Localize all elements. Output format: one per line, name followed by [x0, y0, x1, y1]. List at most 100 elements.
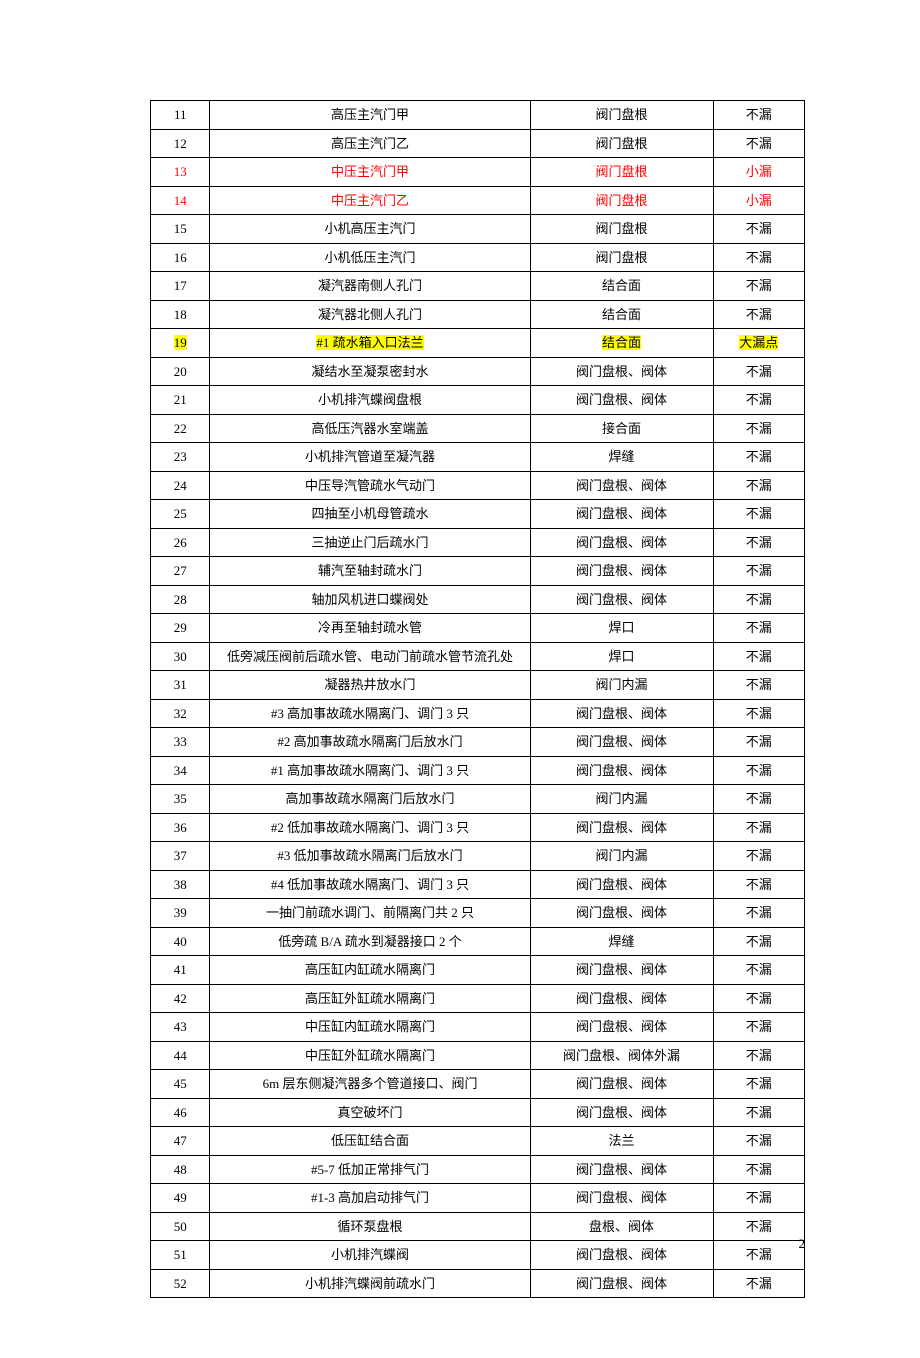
cell-part: 阀门盘根、阀体	[530, 899, 713, 928]
cell-number: 51	[151, 1241, 210, 1270]
table-row: 44中压缸外缸疏水隔离门阀门盘根、阀体外漏不漏	[151, 1041, 805, 1070]
cell-part: 阀门盘根、阀体	[530, 357, 713, 386]
table-row: 38#4 低加事故疏水隔离门、调门 3 只阀门盘根、阀体不漏	[151, 870, 805, 899]
cell-name: #1-3 高加启动排气门	[210, 1184, 530, 1213]
cell-name: 小机排汽蝶阀	[210, 1241, 530, 1270]
cell-number: 31	[151, 671, 210, 700]
cell-number: 41	[151, 956, 210, 985]
cell-status: 不漏	[713, 129, 805, 158]
cell-part: 阀门盘根、阀体	[530, 699, 713, 728]
cell-name: 6m 层东侧凝汽器多个管道接口、阀门	[210, 1070, 530, 1099]
cell-number: 32	[151, 699, 210, 728]
cell-part: 阀门盘根、阀体	[530, 728, 713, 757]
cell-name: 辅汽至轴封疏水门	[210, 557, 530, 586]
cell-status: 不漏	[713, 272, 805, 301]
cell-part: 阀门盘根、阀体	[530, 870, 713, 899]
cell-number: 43	[151, 1013, 210, 1042]
cell-number: 44	[151, 1041, 210, 1070]
cell-status: 不漏	[713, 386, 805, 415]
cell-part: 阀门盘根	[530, 129, 713, 158]
cell-part: 阀门内漏	[530, 785, 713, 814]
cell-status: 不漏	[713, 1127, 805, 1156]
cell-number: 28	[151, 585, 210, 614]
table-row: 21小机排汽蝶阀盘根阀门盘根、阀体不漏	[151, 386, 805, 415]
cell-status: 不漏	[713, 984, 805, 1013]
cell-number: 42	[151, 984, 210, 1013]
table-row: 31凝器热井放水门阀门内漏不漏	[151, 671, 805, 700]
cell-number: 46	[151, 1098, 210, 1127]
cell-number: 30	[151, 642, 210, 671]
cell-name: 高加事故疏水隔离门后放水门	[210, 785, 530, 814]
cell-status: 不漏	[713, 500, 805, 529]
cell-part: 阀门盘根、阀体	[530, 471, 713, 500]
cell-number: 33	[151, 728, 210, 757]
cell-status: 不漏	[713, 243, 805, 272]
cell-status: 不漏	[713, 215, 805, 244]
cell-status: 不漏	[713, 1098, 805, 1127]
cell-number: 50	[151, 1212, 210, 1241]
cell-status: 不漏	[713, 671, 805, 700]
cell-number: 38	[151, 870, 210, 899]
table-row: 16小机低压主汽门阀门盘根不漏	[151, 243, 805, 272]
cell-part: 焊口	[530, 642, 713, 671]
cell-status: 不漏	[713, 842, 805, 871]
cell-name: 小机高压主汽门	[210, 215, 530, 244]
cell-status: 不漏	[713, 956, 805, 985]
cell-part: 阀门盘根、阀体	[530, 1155, 713, 1184]
cell-number: 23	[151, 443, 210, 472]
cell-part: 阀门盘根	[530, 158, 713, 187]
cell-status: 不漏	[713, 614, 805, 643]
cell-part: 阀门盘根、阀体	[530, 1269, 713, 1298]
table-row: 25四抽至小机母管疏水阀门盘根、阀体不漏	[151, 500, 805, 529]
cell-part: 阀门盘根	[530, 215, 713, 244]
cell-name: 循环泵盘根	[210, 1212, 530, 1241]
cell-name: 中压缸内缸疏水隔离门	[210, 1013, 530, 1042]
cell-name: 高低压汽器水室端盖	[210, 414, 530, 443]
cell-name: 小机低压主汽门	[210, 243, 530, 272]
cell-number: 34	[151, 756, 210, 785]
table-row: 49#1-3 高加启动排气门阀门盘根、阀体不漏	[151, 1184, 805, 1213]
cell-name: 低旁疏 B/A 疏水到凝器接口 2 个	[210, 927, 530, 956]
cell-part: 结合面	[530, 329, 713, 358]
table-row: 34#1 高加事故疏水隔离门、调门 3 只阀门盘根、阀体不漏	[151, 756, 805, 785]
cell-name: 冷再至轴封疏水管	[210, 614, 530, 643]
cell-name: #3 低加事故疏水隔离门后放水门	[210, 842, 530, 871]
table-row: 14中压主汽门乙阀门盘根小漏	[151, 186, 805, 215]
cell-name: 四抽至小机母管疏水	[210, 500, 530, 529]
table-row: 50循环泵盘根盘根、阀体不漏	[151, 1212, 805, 1241]
cell-name: 中压导汽管疏水气动门	[210, 471, 530, 500]
cell-part: 阀门盘根、阀体	[530, 813, 713, 842]
cell-part: 阀门盘根、阀体	[530, 1184, 713, 1213]
cell-number: 16	[151, 243, 210, 272]
cell-part: 阀门盘根、阀体外漏	[530, 1041, 713, 1070]
cell-name: 一抽门前疏水调门、前隔离门共 2 只	[210, 899, 530, 928]
cell-status: 不漏	[713, 557, 805, 586]
cell-number: 29	[151, 614, 210, 643]
cell-number: 14	[151, 186, 210, 215]
cell-status: 不漏	[713, 813, 805, 842]
table-row: 27辅汽至轴封疏水门阀门盘根、阀体不漏	[151, 557, 805, 586]
table-row: 30低旁减压阀前后疏水管、电动门前疏水管节流孔处焊口不漏	[151, 642, 805, 671]
table-row: 456m 层东侧凝汽器多个管道接口、阀门阀门盘根、阀体不漏	[151, 1070, 805, 1099]
table-row: 18凝汽器北侧人孔门结合面不漏	[151, 300, 805, 329]
table-row: 37#3 低加事故疏水隔离门后放水门阀门内漏不漏	[151, 842, 805, 871]
cell-name: 小机排汽管道至凝汽器	[210, 443, 530, 472]
cell-status: 不漏	[713, 1184, 805, 1213]
cell-number: 39	[151, 899, 210, 928]
cell-part: 法兰	[530, 1127, 713, 1156]
cell-number: 36	[151, 813, 210, 842]
page-container: 11高压主汽门甲阀门盘根不漏12高压主汽门乙阀门盘根不漏13中压主汽门甲阀门盘根…	[0, 0, 920, 1358]
cell-status: 不漏	[713, 1041, 805, 1070]
table-row: 29冷再至轴封疏水管焊口不漏	[151, 614, 805, 643]
cell-name: 小机排汽蝶阀盘根	[210, 386, 530, 415]
cell-number: 45	[151, 1070, 210, 1099]
cell-number: 26	[151, 528, 210, 557]
table-row: 40低旁疏 B/A 疏水到凝器接口 2 个焊缝不漏	[151, 927, 805, 956]
table-row: 24中压导汽管疏水气动门阀门盘根、阀体不漏	[151, 471, 805, 500]
cell-name: 小机排汽蝶阀前疏水门	[210, 1269, 530, 1298]
cell-part: 阀门盘根、阀体	[530, 1070, 713, 1099]
table-row: 39一抽门前疏水调门、前隔离门共 2 只阀门盘根、阀体不漏	[151, 899, 805, 928]
cell-number: 13	[151, 158, 210, 187]
cell-name: 高压缸内缸疏水隔离门	[210, 956, 530, 985]
cell-number: 49	[151, 1184, 210, 1213]
